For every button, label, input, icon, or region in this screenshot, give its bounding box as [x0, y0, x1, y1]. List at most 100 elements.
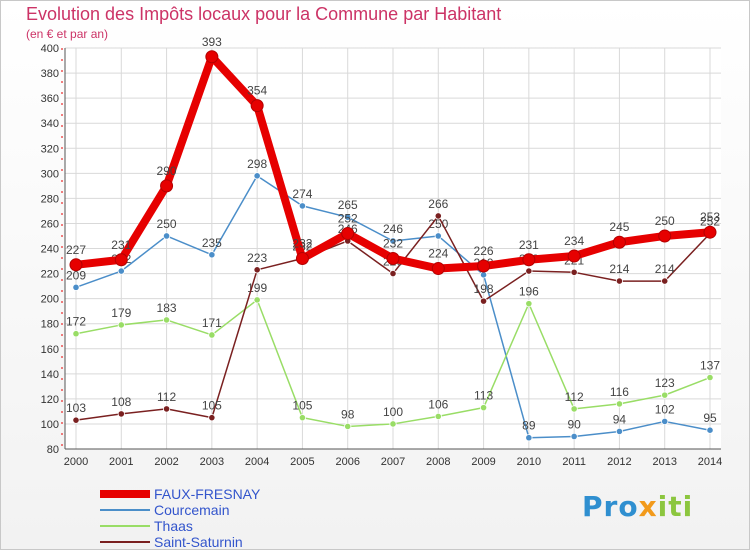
y-tick-label: 180	[41, 319, 59, 331]
data-label: 235	[202, 236, 222, 250]
data-point	[522, 253, 536, 267]
x-tick-label: 2007	[381, 456, 405, 468]
data-point	[117, 267, 125, 275]
data-point	[431, 262, 445, 276]
data-label: 226	[474, 244, 494, 258]
data-point	[703, 225, 717, 239]
data-label: 90	[567, 417, 581, 431]
data-label: 112	[157, 390, 176, 404]
x-tick-label: 2014	[698, 456, 722, 468]
legend-item: Courcemain	[100, 502, 260, 518]
data-label: 113	[474, 389, 493, 403]
data-label: 250	[428, 217, 448, 231]
x-tick-label: 2006	[335, 456, 359, 468]
data-label: 214	[609, 262, 629, 276]
data-point	[160, 179, 174, 193]
chart-legend: FAUX-FRESNAY Courcemain Thaas Saint-Saturni…	[100, 486, 260, 550]
data-label: 224	[428, 247, 448, 261]
y-tick-label: 280	[41, 193, 59, 205]
x-tick-label: 2008	[426, 456, 450, 468]
y-tick-label: 80	[47, 444, 59, 456]
legend-label: Saint-Saturnin	[154, 534, 243, 550]
data-point	[208, 251, 216, 259]
data-label: 214	[655, 262, 675, 276]
data-label: 298	[247, 157, 267, 171]
data-label: 116	[610, 385, 629, 399]
data-point	[162, 316, 171, 324]
data-point	[479, 297, 488, 305]
data-point	[479, 271, 488, 279]
x-tick-label: 2000	[64, 456, 88, 468]
y-tick-label: 240	[41, 244, 59, 256]
data-point	[389, 237, 397, 245]
y-tick-label: 200	[41, 294, 59, 306]
legend-label: FAUX-FRESNAY	[154, 486, 261, 502]
x-tick-label: 2004	[245, 456, 269, 468]
x-tick-label: 2013	[652, 456, 676, 468]
data-point	[250, 99, 264, 113]
data-label: 252	[700, 214, 720, 228]
data-label: 98	[341, 407, 355, 421]
data-label: 89	[522, 419, 536, 433]
data-point	[298, 202, 307, 210]
data-label: 209	[66, 268, 86, 282]
data-label: 102	[655, 402, 675, 416]
data-point	[570, 268, 578, 276]
data-point	[612, 235, 626, 249]
x-tick-label: 2002	[154, 456, 178, 468]
y-tick-label: 220	[41, 269, 59, 281]
data-point	[525, 434, 533, 442]
data-label: 232	[383, 237, 403, 251]
data-point	[72, 416, 80, 424]
data-label: 274	[292, 187, 312, 201]
x-tick-label: 2012	[607, 456, 631, 468]
data-point	[661, 391, 669, 399]
data-point	[344, 213, 352, 221]
chart-subtitle: (en € et par an)	[26, 27, 109, 41]
data-point	[434, 212, 442, 220]
series-faux-fresnay: 227 231 290 393 354 232 252 232 224 226 231 234 245 2…	[66, 35, 720, 276]
data-point	[344, 422, 352, 431]
x-tick-label: 2009	[471, 456, 495, 468]
data-label: 94	[613, 412, 627, 426]
legend-item: FAUX-FRESNAY	[100, 486, 260, 502]
data-point	[434, 232, 442, 240]
data-label: 112	[565, 390, 584, 404]
data-point	[661, 417, 669, 426]
data-point	[661, 277, 669, 285]
data-label: 232	[292, 237, 312, 251]
data-label: 100	[383, 405, 403, 419]
data-point	[117, 410, 125, 418]
data-label: 196	[519, 285, 539, 299]
data-point	[117, 321, 125, 329]
data-point	[72, 283, 80, 291]
data-point	[658, 229, 672, 243]
data-point	[389, 420, 397, 428]
data-point	[434, 412, 442, 421]
data-point	[525, 267, 533, 275]
data-label: 245	[609, 220, 629, 234]
data-label: 290	[157, 164, 177, 178]
data-label: 179	[111, 306, 131, 320]
x-tick-label: 2010	[517, 456, 541, 468]
data-label: 108	[111, 395, 131, 409]
y-tick-label: 260	[41, 218, 59, 230]
data-point	[253, 172, 261, 180]
data-point	[386, 252, 400, 266]
y-tick-label: 400	[41, 43, 59, 55]
data-label: 105	[292, 399, 312, 413]
y-tick-label: 120	[41, 394, 59, 406]
legend-label: Thaas	[154, 518, 193, 534]
data-label: 253	[700, 210, 720, 224]
data-point	[477, 259, 491, 273]
y-tick-label: 160	[41, 344, 59, 356]
data-label: 171	[202, 316, 222, 330]
y-tick-label: 360	[41, 93, 59, 105]
data-point	[570, 405, 578, 413]
data-label: 234	[564, 234, 584, 248]
data-label: 250	[157, 217, 177, 231]
proxiti-logo: Proxiti	[582, 490, 694, 523]
data-point	[253, 266, 261, 274]
data-point	[389, 269, 397, 278]
